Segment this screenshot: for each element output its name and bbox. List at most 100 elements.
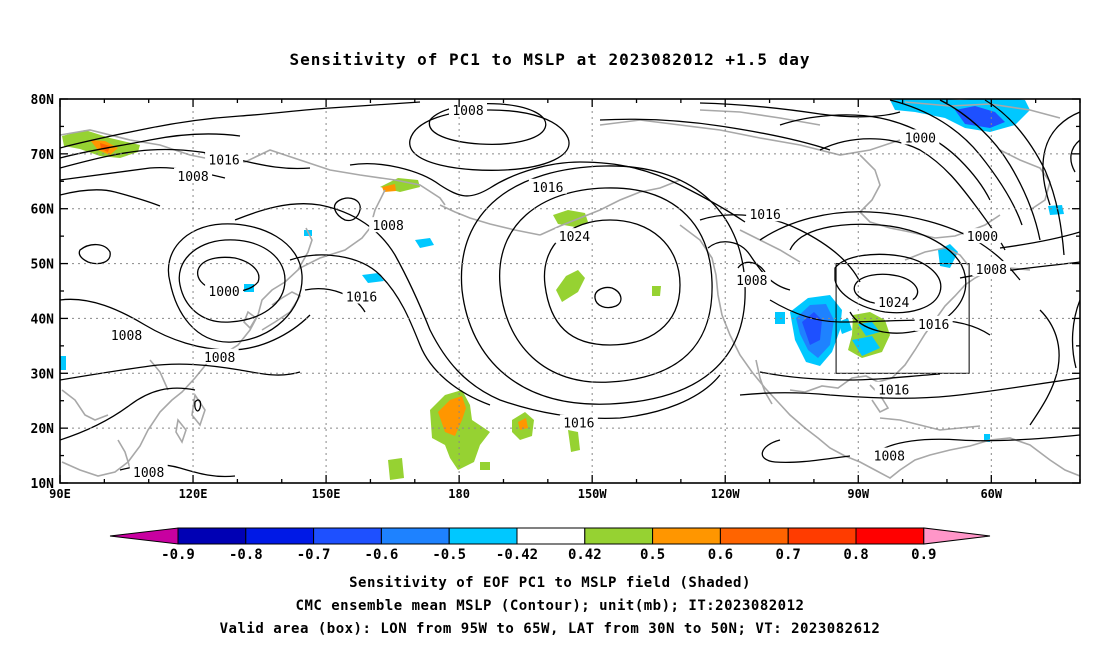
contour-label: 1016 bbox=[749, 208, 780, 223]
contour-label-bg bbox=[559, 414, 598, 430]
colorbar-swatch bbox=[584, 527, 654, 545]
contour bbox=[178, 239, 286, 323]
contour bbox=[289, 254, 491, 406]
colorbar-label: -0.7 bbox=[297, 547, 331, 563]
mslp-contours bbox=[60, 99, 1080, 478]
contour bbox=[984, 99, 1065, 256]
contour-label-bg bbox=[555, 228, 594, 244]
lon-label: 90E bbox=[49, 487, 71, 501]
lat-label: 10N bbox=[31, 477, 55, 492]
contour bbox=[707, 241, 791, 291]
contour bbox=[759, 371, 941, 381]
contour-label-bg bbox=[174, 167, 213, 183]
contour-label-bg bbox=[972, 261, 1011, 277]
colorbar-label: 0.42 bbox=[568, 547, 602, 563]
colorbar-swatch bbox=[652, 527, 721, 545]
contour bbox=[60, 189, 161, 207]
colorbar-label: -0.5 bbox=[432, 547, 466, 563]
contour bbox=[853, 273, 919, 306]
contour-label: 1016 bbox=[563, 417, 594, 432]
contour-label-bg bbox=[914, 315, 953, 331]
contour-label: 1008 bbox=[736, 274, 767, 289]
lon-label: 120E bbox=[179, 487, 208, 501]
contour bbox=[1070, 139, 1080, 173]
shade-positive bbox=[652, 286, 661, 296]
contour bbox=[60, 387, 196, 441]
coastline bbox=[679, 224, 846, 457]
lon-label: 60W bbox=[980, 487, 1002, 501]
shade-positive bbox=[553, 210, 588, 227]
contour-label-bg bbox=[369, 217, 408, 233]
coastline bbox=[904, 247, 969, 266]
contour bbox=[333, 197, 361, 222]
coastline bbox=[599, 119, 901, 156]
contour bbox=[409, 109, 570, 171]
contour bbox=[737, 261, 767, 275]
coastline bbox=[999, 149, 1051, 211]
contour-label-bg bbox=[870, 447, 909, 463]
contour-label: 1008 bbox=[177, 170, 208, 185]
contour bbox=[78, 243, 111, 265]
contour-label-bg bbox=[874, 293, 913, 309]
lat-label: 50N bbox=[31, 258, 55, 273]
shade-positive-core bbox=[518, 418, 528, 430]
lat-label: 30N bbox=[31, 367, 55, 382]
lon-label: 150W bbox=[578, 487, 608, 501]
coastline bbox=[844, 437, 1080, 479]
contour-label: 1000 bbox=[905, 131, 936, 146]
contour-label-bg bbox=[107, 326, 146, 342]
shade-negative-core bbox=[955, 106, 1005, 128]
contour bbox=[234, 203, 721, 419]
shade-negative bbox=[60, 356, 66, 370]
shade-negative bbox=[1048, 205, 1064, 215]
latitude-labels: 80N 70N 60N 50N 40N 30N 20N 10N bbox=[31, 93, 55, 492]
contour-label: 1008 bbox=[874, 450, 905, 465]
contour bbox=[759, 211, 1021, 281]
colorbar-swatch bbox=[516, 527, 586, 545]
colorbar: -0.9 -0.8 -0.7 -0.6 -0.5 -0.42 0.42 0.5 0.6 0.7 0.… bbox=[109, 527, 991, 563]
contour bbox=[1029, 309, 1060, 426]
contour bbox=[460, 165, 746, 405]
contour-label: 1008 bbox=[373, 219, 404, 234]
contour-label: 1008 bbox=[452, 104, 483, 119]
contour bbox=[879, 434, 1080, 451]
contour bbox=[769, 299, 991, 336]
contour bbox=[789, 223, 967, 334]
contour-label-bg bbox=[205, 283, 244, 298]
coastline bbox=[739, 229, 801, 263]
lon-label: 120W bbox=[711, 487, 741, 501]
contour bbox=[1071, 299, 1080, 369]
coastline bbox=[789, 267, 1031, 393]
colorbar-low-arrow bbox=[109, 527, 179, 545]
coastline bbox=[261, 291, 302, 331]
coastline bbox=[175, 418, 187, 444]
colorbar-label: 0.8 bbox=[843, 547, 868, 563]
colorbar-label: -0.8 bbox=[229, 547, 263, 563]
colorbar-swatch bbox=[313, 527, 382, 545]
contour bbox=[499, 187, 713, 383]
colorbar-label: -0.9 bbox=[161, 547, 195, 563]
shade-positive bbox=[388, 458, 404, 480]
contour bbox=[939, 99, 1041, 241]
contour-label: 1008 bbox=[204, 351, 235, 366]
colorbar-swatch bbox=[855, 527, 925, 545]
contour-label: 1016 bbox=[346, 290, 377, 305]
lat-label: 20N bbox=[31, 422, 55, 437]
coastline bbox=[755, 359, 773, 405]
contour-label: 1000 bbox=[208, 285, 239, 300]
colorbar-swatch bbox=[380, 527, 450, 545]
contour-label: 1024 bbox=[878, 296, 909, 311]
shade-positive bbox=[568, 430, 580, 452]
lat-label: 70N bbox=[31, 148, 55, 163]
coastline bbox=[297, 227, 313, 271]
contour bbox=[194, 399, 202, 412]
contour-label-bg bbox=[129, 464, 168, 480]
coastline bbox=[879, 417, 981, 431]
colorbar-label: -0.6 bbox=[365, 547, 399, 563]
contour bbox=[599, 118, 831, 151]
coastline bbox=[904, 101, 1061, 119]
caption-line-1: Sensitivity of EOF PC1 to MSLP field (Sh… bbox=[349, 575, 751, 591]
contour bbox=[543, 219, 681, 346]
contour-label-bg bbox=[901, 129, 940, 145]
